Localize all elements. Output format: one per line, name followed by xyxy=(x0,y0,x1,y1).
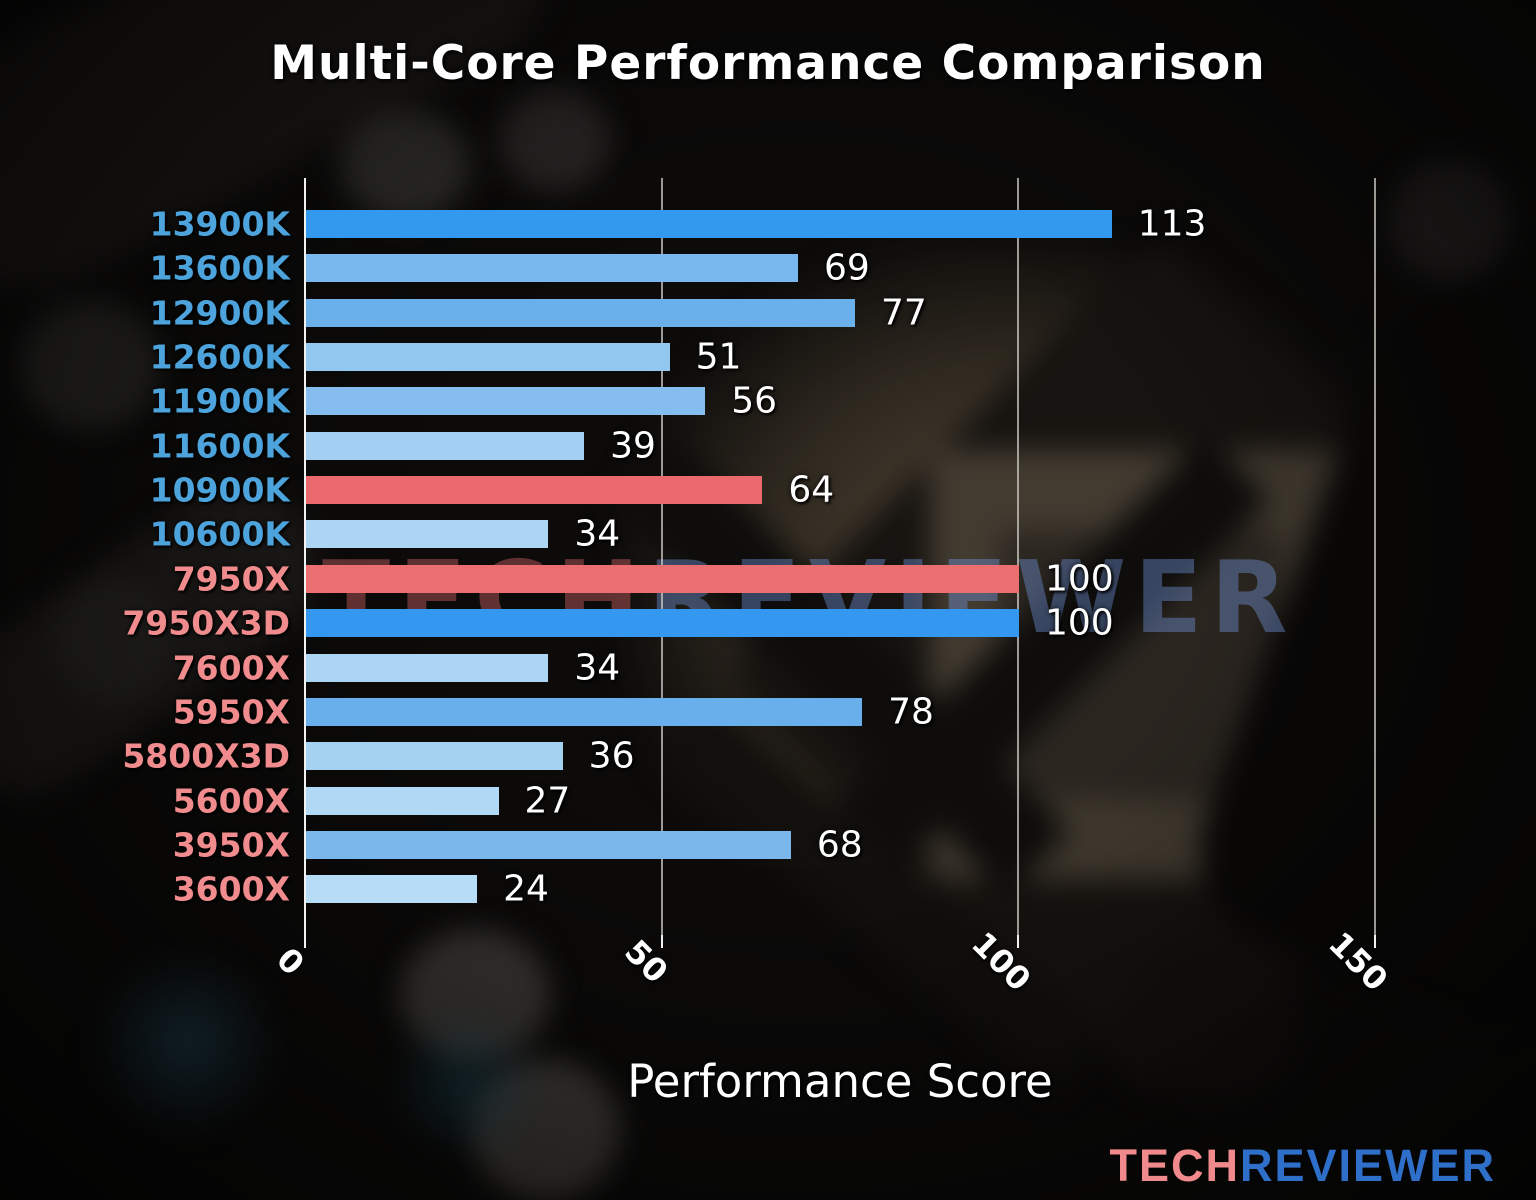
bar xyxy=(306,830,791,859)
bar xyxy=(306,387,706,416)
x-tick-label: 100 xyxy=(964,924,1039,999)
bar-value-label: 24 xyxy=(503,868,549,910)
category-label: 13900K xyxy=(149,204,290,244)
bar-value-label: 113 xyxy=(1137,203,1207,245)
bar-value-label: 51 xyxy=(695,336,742,378)
category-label: 12600K xyxy=(149,337,290,377)
bar xyxy=(306,431,585,460)
category-label: 10600K xyxy=(149,514,290,554)
category-label: 3950X xyxy=(172,825,290,865)
brand-logo-tech: TECH xyxy=(1109,1140,1240,1191)
x-axis-title: Performance Score xyxy=(627,1055,1053,1108)
category-label: 3600X xyxy=(172,869,290,909)
bar-value-label: 34 xyxy=(574,513,621,555)
bar-value-label: 68 xyxy=(816,824,863,866)
bar-value-label: 100 xyxy=(1045,602,1114,644)
gridline xyxy=(660,178,663,935)
bar-value-label: 39 xyxy=(610,425,656,467)
category-label: 11600K xyxy=(149,426,290,466)
bar-value-label: 64 xyxy=(788,469,835,511)
gridline xyxy=(1017,178,1019,935)
category-label: 5950X xyxy=(172,692,290,732)
bar xyxy=(306,210,1112,238)
chart-title: Multi-Core Performance Comparison xyxy=(270,36,1266,91)
bar-value-label: 78 xyxy=(888,691,934,733)
x-tick-label: 50 xyxy=(616,932,676,991)
y-axis-spine xyxy=(304,178,306,935)
category-label: 7950X3D xyxy=(122,603,290,643)
bar xyxy=(306,564,1019,593)
brand-logo: TECHREVIEWER xyxy=(1109,1140,1496,1192)
x-tick-mark xyxy=(304,935,306,948)
bar-value-label: 100 xyxy=(1045,558,1114,600)
bar xyxy=(306,653,549,682)
bar-value-label: 34 xyxy=(574,647,621,688)
category-label: 7600X xyxy=(172,648,290,687)
bar xyxy=(306,298,855,327)
bar-value-label: 27 xyxy=(524,780,571,822)
brand-logo-reviewer: REVIEWER xyxy=(1239,1140,1496,1191)
bar xyxy=(306,476,763,505)
bar xyxy=(306,254,798,283)
x-tick-mark xyxy=(660,935,663,948)
category-label: 13600K xyxy=(149,248,290,288)
category-label: 7950X xyxy=(172,559,290,599)
bar xyxy=(306,786,499,815)
x-tick-label: 150 xyxy=(1320,924,1395,999)
bar xyxy=(306,520,549,549)
category-label: 12900K xyxy=(149,293,290,333)
x-tick-mark xyxy=(1017,935,1019,948)
category-label: 5800X3D xyxy=(122,736,290,776)
category-label: 11900K xyxy=(149,381,290,421)
bar-value-label: 69 xyxy=(823,247,870,289)
bar-value-label: 77 xyxy=(881,292,927,334)
bar xyxy=(306,742,563,771)
category-label: 5600X xyxy=(172,781,290,821)
category-label: 10900K xyxy=(149,470,290,510)
bar xyxy=(306,609,1019,638)
bar xyxy=(306,697,863,726)
x-tick-mark xyxy=(1373,935,1376,948)
bar-value-label: 56 xyxy=(731,380,778,422)
bar xyxy=(306,875,478,904)
bar-value-label: 36 xyxy=(588,735,635,777)
bar xyxy=(306,343,670,372)
gridline xyxy=(1373,178,1376,935)
